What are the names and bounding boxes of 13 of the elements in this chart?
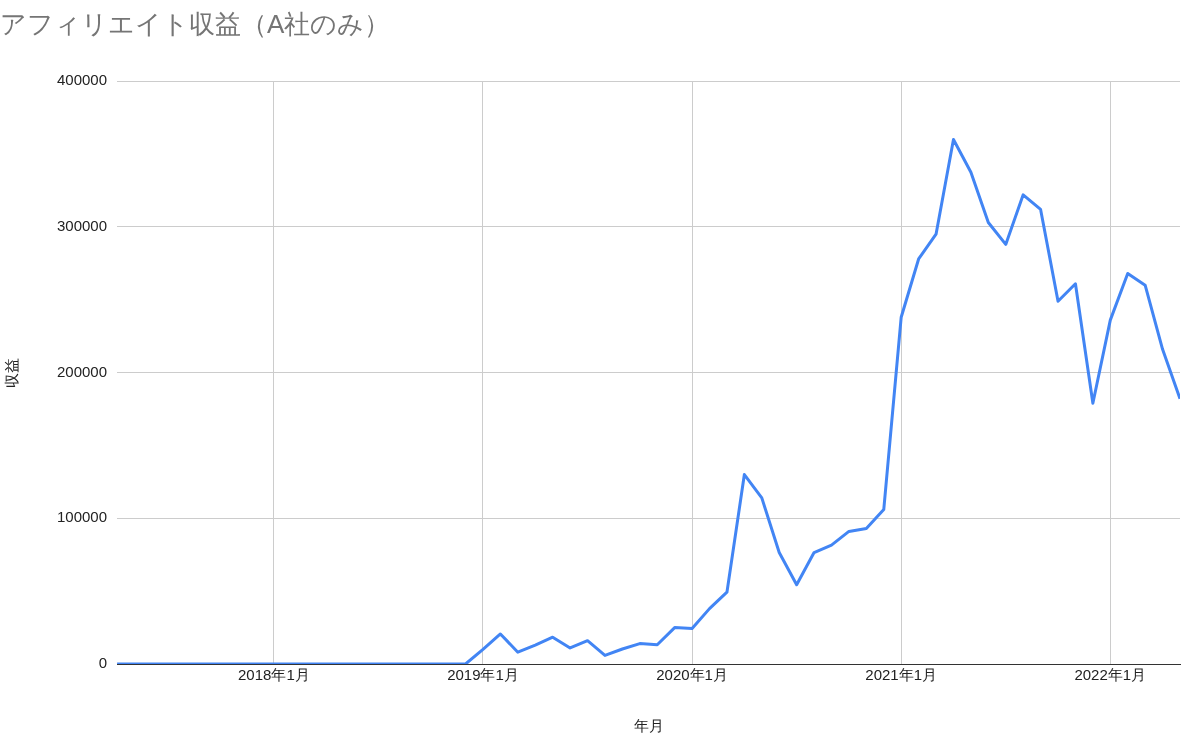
x-tick-label: 2018年1月 <box>238 666 310 684</box>
x-axis-title: 年月 <box>633 717 664 735</box>
y-tick-label: 0 <box>98 654 108 672</box>
x-tick-label: 2019年1月 <box>447 666 519 684</box>
x-tick-label: 2022年1月 <box>1074 666 1147 684</box>
y-tick-label: 300000 <box>56 217 108 235</box>
y-tick-label: 400000 <box>56 71 108 89</box>
x-tick-label: 2020年1月 <box>656 666 728 684</box>
chart-title: アフィリエイト収益（A社のみ） <box>0 8 391 39</box>
y-axis-title: 収益 <box>3 357 21 388</box>
x-tick-label: 2021年1月 <box>865 666 938 684</box>
y-tick-label: 200000 <box>56 362 108 380</box>
y-tick-label: 100000 <box>56 508 108 526</box>
